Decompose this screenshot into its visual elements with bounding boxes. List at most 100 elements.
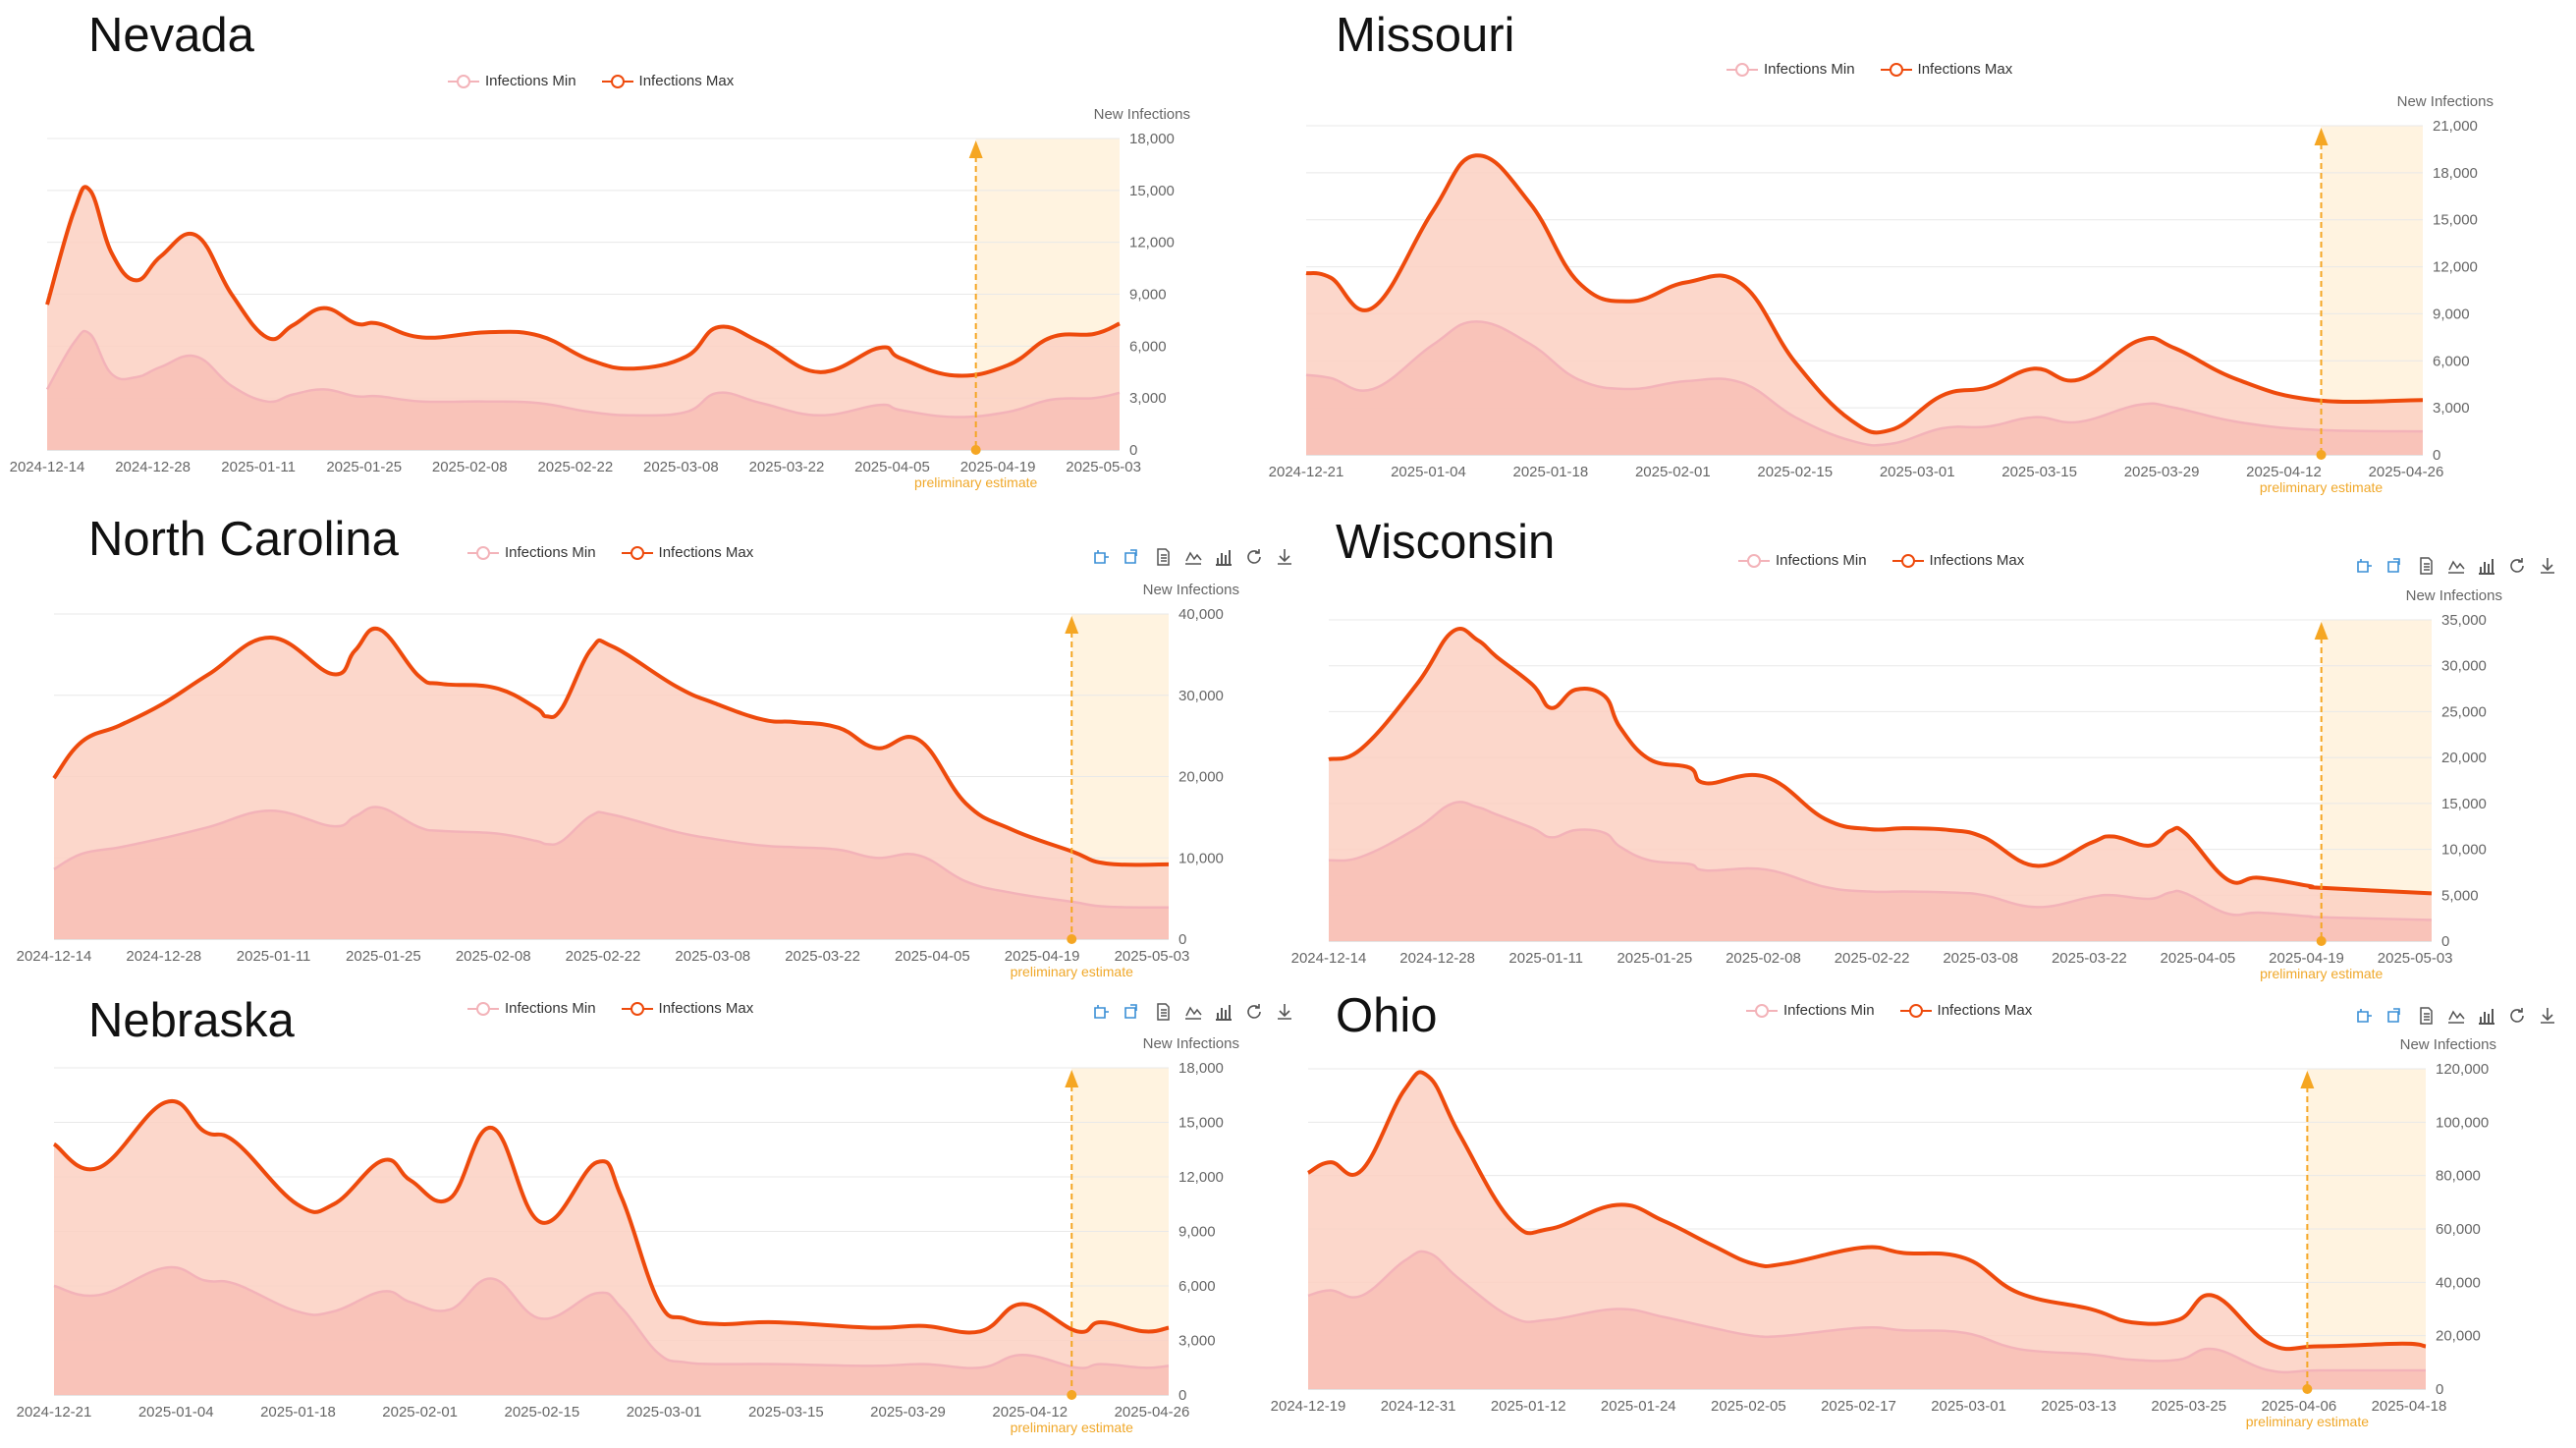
y-tick-label: 18,000 [1129,131,1175,147]
legend-item-min[interactable]: Infections Min [467,544,596,561]
legend-label-max: Infections Max [1929,552,2025,569]
estimate-marker-arrow [2314,622,2329,640]
legend-item-max[interactable]: Infections Max [601,73,734,89]
data-view-icon[interactable] [2416,1006,2436,1026]
chart-legend: Infections Min Infections Max [1726,61,2012,78]
series-infections-max-area [1306,155,2423,455]
zoom-icon[interactable] [2355,556,2375,576]
x-tick-label: 2025-03-13 [2041,1398,2116,1415]
legend-item-max[interactable]: Infections Max [621,544,754,561]
series-infections-min-line[interactable] [53,806,1170,909]
series-infections-min-area [1329,802,2432,941]
series-infections-min-area [1306,321,2423,455]
line-chart-icon[interactable] [1183,547,1203,567]
y-tick-label: 30,000 [1178,688,1224,704]
x-tick-label: 2025-03-22 [785,948,860,965]
legend-label-min: Infections Min [505,1000,596,1017]
legend-symbol-min [1726,62,1758,77]
estimate-marker-dot [1067,934,1077,944]
x-tick-label: 2025-04-19 [1005,948,1080,965]
x-tick-label: 2024-12-28 [126,948,201,965]
y-tick-label: 20,000 [2441,750,2487,766]
series-infections-max-line[interactable] [52,1098,1170,1335]
series-infections-min-line[interactable] [1307,1250,2426,1374]
legend-label-max: Infections Max [658,544,754,561]
chart-toolbox [1092,547,1294,567]
legend-symbol-max [621,545,653,560]
download-icon[interactable] [2538,1006,2557,1026]
series-infections-max-area [47,187,1120,450]
series-infections-min-line[interactable] [1328,801,2433,921]
zoom-icon[interactable] [1092,547,1112,567]
y-tick-label: 0 [2441,933,2449,950]
preliminary-estimate-label: preliminary estimate [1011,1420,1133,1435]
data-view-icon[interactable] [2416,556,2436,576]
download-icon[interactable] [1275,547,1294,567]
series-infections-max-line[interactable] [1328,626,2433,896]
legend-symbol-max [1899,1003,1932,1018]
data-view-icon[interactable] [1153,1002,1173,1022]
line-chart-icon[interactable] [2446,1006,2466,1026]
series-infections-max-line[interactable] [1307,1070,2427,1352]
series-infections-min-line[interactable] [53,1265,1170,1369]
legend-item-min[interactable]: Infections Min [1746,1002,1875,1019]
legend-item-min[interactable]: Infections Min [1738,552,1867,569]
chart-legend: Infections Min Infections Max [467,1000,753,1017]
x-tick-label: 2025-01-25 [326,459,402,475]
line-chart-icon[interactable] [2446,556,2466,576]
x-tick-label: 2025-02-22 [566,948,641,965]
legend-item-max[interactable]: Infections Max [621,1000,753,1017]
legend-item-min[interactable]: Infections Min [448,73,576,89]
download-icon[interactable] [2538,556,2557,576]
y-tick-label: 6,000 [1178,1278,1216,1295]
x-tick-label: 2024-12-19 [1271,1398,1346,1415]
zoom-reset-icon[interactable] [2385,1006,2405,1026]
series-infections-min-line[interactable] [45,329,1121,418]
y-tick-label: 9,000 [1129,287,1167,304]
x-tick-label: 2025-01-11 [1508,950,1583,967]
legend-item-max[interactable]: Infections Max [1891,552,2025,569]
zoom-reset-icon[interactable] [1123,1002,1142,1022]
x-tick-label: 2025-05-03 [1066,459,1141,475]
chart-panel-ohio: 0 20,000 40,000 60,000 80,000 100,000 120,000 N… [1271,982,2576,1448]
legend-symbol-max [1891,553,1924,568]
x-tick-label: 2025-02-01 [382,1404,458,1420]
bar-chart-icon[interactable] [1214,547,1233,567]
legend-item-min[interactable]: Infections Min [467,1000,596,1017]
estimate-marker-dot [2302,1384,2313,1394]
bar-chart-icon[interactable] [2477,1006,2496,1026]
y-tick-label: 15,000 [1178,1115,1224,1132]
bar-chart-icon[interactable] [2477,556,2496,576]
y-tick-label: 15,000 [2441,796,2487,812]
refresh-icon[interactable] [1244,1002,1264,1022]
y-axis-name: New Infections [1143,1035,1239,1052]
legend-item-max[interactable]: Infections Max [1880,61,2012,78]
y-tick-label: 12,000 [1129,235,1175,251]
chart-svg-ohio: 0 20,000 40,000 60,000 80,000 100,000 120,000 N… [1271,1036,2496,1429]
x-tick-label: 2025-01-18 [1513,464,1589,480]
series-infections-max-line[interactable] [52,626,1170,867]
line-chart-icon[interactable] [1183,1002,1203,1022]
y-tick-label: 10,000 [2441,842,2487,859]
series-infections-max-line[interactable] [1305,153,2424,435]
y-tick-label: 3,000 [1178,1333,1216,1350]
series-infections-max-line[interactable] [45,185,1121,378]
zoom-reset-icon[interactable] [2385,556,2405,576]
legend-symbol-max [1880,62,1912,77]
series-infections-min-line[interactable] [1305,320,2424,447]
refresh-icon[interactable] [2507,556,2527,576]
chart-title: Nevada [88,9,254,62]
data-view-icon[interactable] [1153,547,1173,567]
zoom-icon[interactable] [2355,1006,2375,1026]
zoom-icon[interactable] [1092,1002,1112,1022]
legend-symbol-min [1738,553,1770,568]
x-tick-label: 2025-04-05 [895,948,970,965]
bar-chart-icon[interactable] [1214,1002,1233,1022]
x-tick-label: 2024-12-31 [1381,1398,1456,1415]
legend-item-max[interactable]: Infections Max [1899,1002,2032,1019]
zoom-reset-icon[interactable] [1123,547,1142,567]
legend-item-min[interactable]: Infections Min [1726,61,1855,78]
refresh-icon[interactable] [2507,1006,2527,1026]
download-icon[interactable] [1275,1002,1294,1022]
refresh-icon[interactable] [1244,547,1264,567]
